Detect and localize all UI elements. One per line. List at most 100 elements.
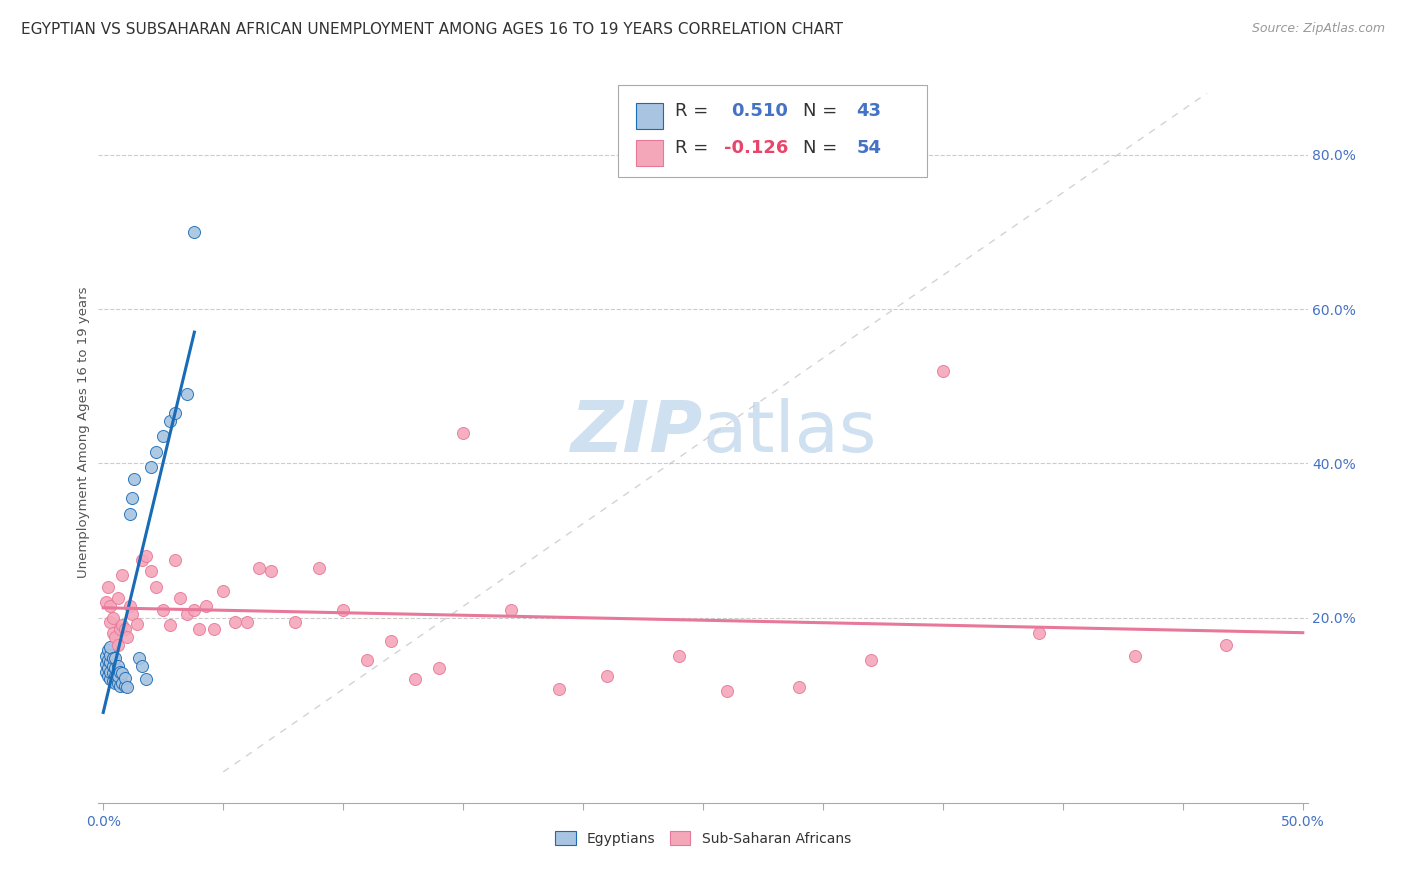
Point: [104, 650, 127, 665]
Point: [101, 650, 124, 665]
Text: R =: R =: [675, 102, 709, 120]
Point: [165, 553, 187, 567]
Point: [124, 472, 146, 486]
Point: [125, 616, 148, 631]
Point: [111, 676, 134, 690]
Point: [260, 565, 283, 579]
Point: [308, 560, 330, 574]
Point: [118, 507, 141, 521]
Point: [131, 553, 153, 567]
Point: [97, 661, 120, 675]
Point: [716, 684, 738, 698]
Point: [101, 666, 124, 681]
Point: [152, 603, 174, 617]
Point: [183, 603, 205, 617]
Point: [135, 673, 157, 687]
Point: [152, 429, 174, 443]
Point: [107, 638, 129, 652]
Point: [94, 649, 117, 664]
Point: [1215, 638, 1237, 652]
Text: 54: 54: [856, 138, 882, 157]
Point: [111, 618, 134, 632]
Point: [356, 653, 378, 667]
Text: -0.126: -0.126: [724, 138, 787, 157]
Point: [1028, 626, 1050, 640]
Point: [176, 607, 198, 621]
Point: [135, 549, 157, 563]
Point: [97, 653, 120, 667]
Point: [100, 640, 122, 654]
Point: [159, 414, 181, 428]
Point: [104, 668, 127, 682]
Point: [159, 618, 181, 632]
Point: [404, 673, 426, 687]
Point: [141, 565, 163, 579]
Point: [183, 225, 205, 239]
Point: [236, 615, 259, 629]
Point: [332, 603, 354, 617]
Point: [97, 668, 120, 682]
Point: [668, 649, 690, 664]
Point: [107, 591, 129, 606]
Point: [104, 676, 127, 690]
Point: [115, 680, 138, 694]
Point: [176, 387, 198, 401]
Point: [100, 673, 122, 687]
Point: [111, 568, 134, 582]
Point: [107, 676, 129, 690]
Text: atlas: atlas: [703, 398, 877, 467]
FancyBboxPatch shape: [619, 85, 927, 178]
Point: [451, 425, 474, 440]
Point: [100, 665, 122, 679]
Point: [100, 656, 122, 670]
Point: [107, 658, 129, 673]
Point: [284, 615, 307, 629]
Point: [115, 630, 138, 644]
Point: [100, 615, 122, 629]
Point: [101, 658, 124, 673]
Legend: Egyptians, Sub-Saharan Africans: Egyptians, Sub-Saharan Africans: [550, 825, 856, 851]
Point: [188, 622, 211, 636]
Point: [114, 671, 136, 685]
FancyBboxPatch shape: [637, 103, 664, 129]
Point: [111, 666, 134, 681]
Text: 0.510: 0.510: [731, 102, 787, 120]
Point: [380, 633, 402, 648]
Point: [131, 658, 153, 673]
Text: ZIP: ZIP: [571, 398, 703, 467]
FancyBboxPatch shape: [637, 140, 664, 166]
Point: [108, 622, 131, 636]
Point: [212, 583, 235, 598]
Point: [145, 445, 167, 459]
Point: [100, 599, 122, 614]
Point: [169, 591, 191, 606]
Point: [596, 668, 619, 682]
Point: [108, 679, 131, 693]
Point: [121, 491, 143, 505]
Point: [94, 657, 117, 671]
Point: [145, 580, 167, 594]
Y-axis label: Unemployment Among Ages 16 to 19 years: Unemployment Among Ages 16 to 19 years: [77, 287, 90, 578]
Text: 43: 43: [856, 102, 882, 120]
Point: [97, 580, 120, 594]
Point: [548, 681, 571, 696]
Point: [108, 665, 131, 679]
Point: [104, 630, 127, 644]
Point: [165, 406, 187, 420]
Point: [499, 603, 522, 617]
Point: [101, 611, 124, 625]
Point: [787, 680, 810, 694]
Point: [932, 364, 955, 378]
Point: [114, 622, 136, 636]
Text: R =: R =: [675, 138, 709, 157]
Point: [141, 460, 163, 475]
Point: [97, 643, 120, 657]
Point: [118, 599, 141, 614]
Text: N =: N =: [803, 138, 838, 157]
Point: [101, 673, 124, 688]
Point: [427, 661, 450, 675]
Point: [195, 599, 218, 614]
Point: [1123, 649, 1146, 664]
Point: [104, 661, 127, 675]
Point: [114, 679, 136, 693]
